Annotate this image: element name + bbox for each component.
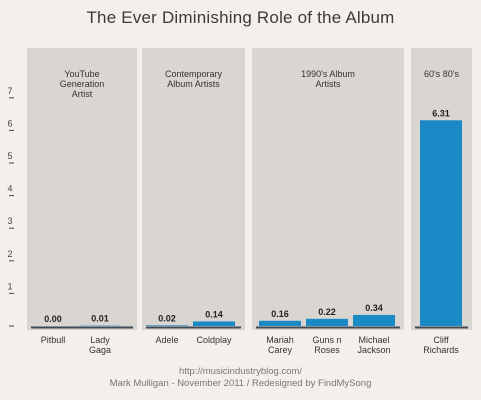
y-tick-label: 7: [7, 86, 12, 96]
group-panel: [252, 48, 404, 330]
category-label: Roses: [314, 345, 340, 355]
category-label: Michael: [358, 335, 389, 345]
group-panel: [27, 48, 137, 330]
data-label: 0.34: [365, 303, 383, 313]
y-tick-label: 5: [7, 151, 12, 161]
data-label: 0.01: [91, 314, 109, 324]
category-label: Guns n: [312, 335, 341, 345]
group-label: Album Artists: [167, 79, 220, 89]
bar: [306, 318, 348, 326]
y-tick-label: 2: [7, 249, 12, 259]
y-tick-label: 1: [7, 281, 12, 291]
category-label: Cliff: [433, 335, 449, 345]
group-label: Artist: [72, 89, 93, 99]
category-label: Pitbull: [41, 335, 66, 345]
category-label: Carey: [268, 345, 293, 355]
bar: [259, 320, 301, 326]
group-label: Contemporary: [165, 69, 223, 79]
data-label: 0.22: [318, 307, 336, 317]
group-panel: [142, 48, 245, 330]
data-label: 0.00: [44, 314, 62, 324]
y-tick-label: 4: [7, 184, 12, 194]
data-label: 0.14: [205, 309, 223, 319]
group-label: Artists: [315, 79, 341, 89]
bar: [193, 321, 235, 326]
group-label: 60's 80's: [424, 69, 459, 79]
category-label: Adele: [155, 335, 178, 345]
bar: [353, 314, 395, 326]
bar: [420, 120, 462, 326]
bar: [146, 325, 188, 326]
y-tick-label: 6: [7, 118, 12, 128]
category-label: Jackson: [357, 345, 390, 355]
credits-author: Mark Mulligan - November 2011 / Redesign…: [109, 378, 372, 389]
credits: http://musicindustryblog.com/ Mark Mulli…: [0, 366, 481, 390]
credits-url: http://musicindustryblog.com/: [178, 366, 303, 377]
data-label: 0.02: [158, 313, 176, 323]
group-label: 1990's Album: [301, 69, 355, 79]
category-label: Richards: [423, 345, 459, 355]
category-label: Lady: [90, 335, 110, 345]
data-label: 6.31: [432, 108, 450, 118]
category-label: Mariah: [266, 335, 294, 345]
data-label: 0.16: [271, 309, 289, 319]
chart-title: The Ever Diminishing Role of the Album: [86, 8, 395, 27]
group-label: Generation: [60, 79, 105, 89]
category-label: Gaga: [89, 345, 111, 355]
group-label: YouTube: [64, 69, 99, 79]
category-label: Coldplay: [196, 335, 232, 345]
y-tick-label: 3: [7, 216, 12, 226]
